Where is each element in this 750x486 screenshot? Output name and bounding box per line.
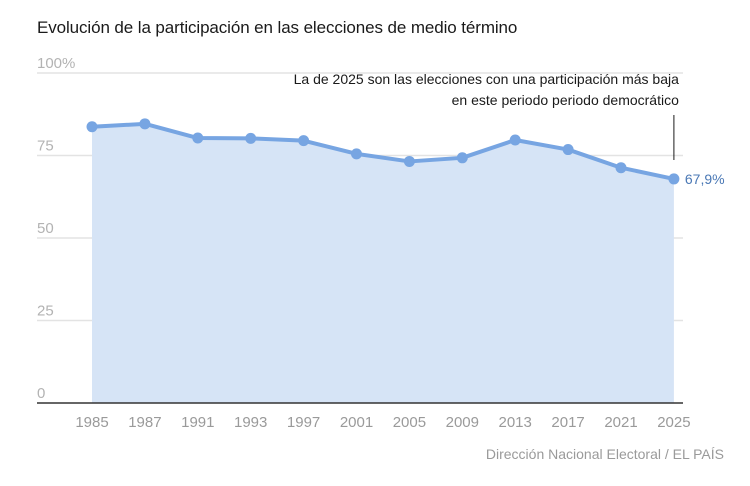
series-line — [90, 121, 676, 181]
x-tick-label: 2025 — [657, 414, 690, 431]
data-point — [86, 121, 98, 133]
x-tick-label: 1991 — [181, 414, 214, 431]
area-fill — [92, 123, 674, 403]
x-tick-label: 1993 — [234, 414, 267, 431]
data-point — [615, 162, 627, 174]
x-tick-label: 2017 — [551, 414, 584, 431]
data-point — [509, 134, 521, 146]
annotation-text-line-2: en este periodo periodo democrático — [452, 92, 679, 108]
y-tick-label: 75 — [37, 138, 54, 155]
x-tick-label: 2013 — [499, 414, 532, 431]
data-point — [192, 132, 204, 144]
data-point — [456, 152, 468, 164]
x-tick-label: 2009 — [446, 414, 479, 431]
data-point — [351, 148, 362, 160]
data-point — [298, 135, 310, 147]
end-value-label: 67,9% — [685, 171, 725, 187]
data-point — [668, 173, 680, 185]
x-tick-label: 1987 — [128, 414, 161, 431]
x-tick-label: 1985 — [75, 414, 108, 431]
data-point — [245, 132, 257, 144]
chart-title: Evolución de la participación en las ele… — [37, 18, 518, 37]
x-tick-label: 2001 — [340, 414, 373, 431]
y-tick-label: 0 — [37, 385, 45, 402]
x-tick-label: 1997 — [287, 414, 320, 431]
x-tick-label: 2005 — [393, 414, 426, 431]
y-tick-label: 100% — [37, 55, 75, 72]
source-credit: Dirección Nacional Electoral / EL PAÍS — [485, 446, 724, 462]
data-point — [562, 144, 574, 156]
y-tick-label: 25 — [37, 303, 54, 320]
data-point — [403, 155, 415, 167]
x-tick-label: 2021 — [604, 414, 637, 431]
y-axis-ticks: 100% 75 50 25 0 — [37, 55, 75, 402]
annotation-text-line-1: La de 2025 son las elecciones con una pa… — [294, 71, 679, 87]
x-axis-ticks: 1985 1987 1991 1993 1997 2001 2005 2009 2013 2017… — [75, 414, 690, 431]
data-points — [86, 118, 680, 185]
y-tick-label: 50 — [37, 220, 54, 237]
data-point — [139, 118, 151, 130]
